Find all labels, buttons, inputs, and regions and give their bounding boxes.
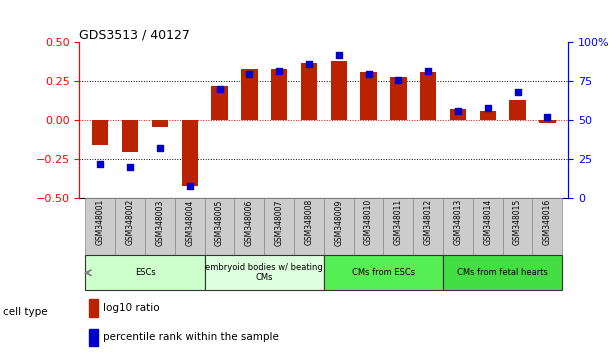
Bar [115,198,145,255]
Point [274,68,284,73]
Bar [443,198,473,255]
Bar [181,120,198,186]
Text: GSM348005: GSM348005 [215,199,224,246]
Point [364,71,373,76]
Text: GSM348004: GSM348004 [185,199,194,246]
Point [244,71,254,76]
Text: GSM348008: GSM348008 [304,199,313,245]
Bar [510,100,525,120]
Bar [211,86,228,120]
Text: CMs from fetal hearts: CMs from fetal hearts [457,268,548,277]
Text: GSM348014: GSM348014 [483,199,492,245]
Bar [294,198,324,255]
Bar [89,299,98,317]
Point [185,183,194,189]
Text: GSM348003: GSM348003 [155,199,164,246]
Bar [271,69,287,120]
Point [453,108,463,114]
Bar [354,198,384,255]
Bar [390,77,406,120]
Bar [324,255,443,290]
Bar [241,69,257,120]
Text: GSM348007: GSM348007 [274,199,284,246]
Text: percentile rank within the sample: percentile rank within the sample [103,332,279,342]
Text: ESCs: ESCs [134,268,155,277]
Text: GSM348016: GSM348016 [543,199,552,245]
Bar [175,198,205,255]
Bar [324,198,354,255]
Bar [145,198,175,255]
Text: GSM348002: GSM348002 [126,199,134,245]
Text: GSM348012: GSM348012 [423,199,433,245]
Bar [235,198,264,255]
Bar [420,72,436,120]
Bar [89,329,98,346]
Text: GSM348006: GSM348006 [245,199,254,246]
Bar [331,61,347,120]
Bar [86,198,115,255]
Bar [413,198,443,255]
Point [155,145,165,151]
Text: GSM348011: GSM348011 [394,199,403,245]
Text: log10 ratio: log10 ratio [103,303,159,313]
Point [543,114,552,120]
Text: CMs from ESCs: CMs from ESCs [352,268,415,277]
Point [393,77,403,83]
Text: GSM348010: GSM348010 [364,199,373,245]
Bar [264,198,294,255]
Text: cell type: cell type [3,307,48,316]
Text: GDS3513 / 40127: GDS3513 / 40127 [79,28,190,41]
Bar [480,111,496,120]
Bar [443,255,562,290]
Bar [86,255,205,290]
Text: GSM348009: GSM348009 [334,199,343,246]
Point [423,68,433,73]
Text: embryoid bodies w/ beating
CMs: embryoid bodies w/ beating CMs [205,263,323,282]
Text: GSM348001: GSM348001 [96,199,105,245]
Bar [205,198,235,255]
Point [483,105,492,111]
Bar [539,120,555,124]
Bar [473,198,503,255]
Bar [503,198,532,255]
Point [334,52,343,58]
Bar [384,198,413,255]
Point [513,90,522,95]
Bar [122,120,138,152]
Text: GSM348015: GSM348015 [513,199,522,245]
Point [95,161,105,167]
Bar [360,72,377,120]
Bar [92,120,109,145]
Bar [205,255,324,290]
Bar [450,109,466,120]
Text: GSM348013: GSM348013 [453,199,463,245]
Bar [301,63,317,120]
Point [125,164,135,170]
Bar [152,120,168,127]
Bar [532,198,562,255]
Point [304,62,314,67]
Point [214,86,224,92]
